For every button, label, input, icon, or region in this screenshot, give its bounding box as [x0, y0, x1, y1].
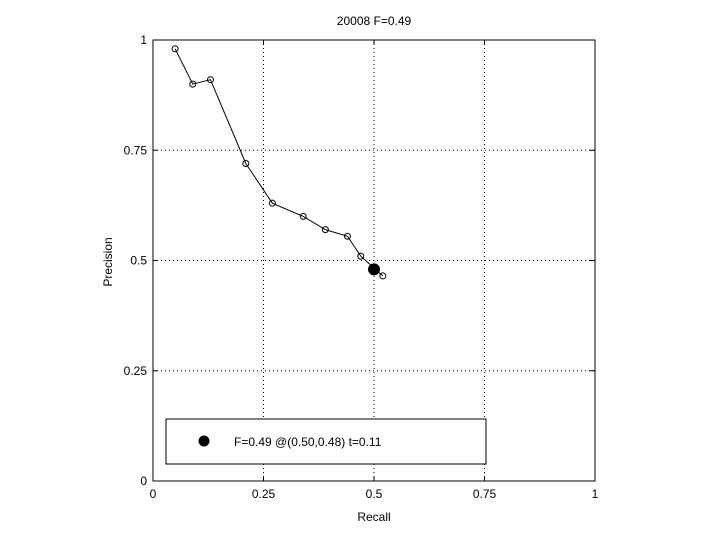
- grid: [153, 40, 595, 481]
- x-tick-label: 0.5: [366, 487, 383, 501]
- data-series: [171, 45, 387, 280]
- data-point: [357, 252, 365, 260]
- x-tick-label: 0: [150, 487, 157, 501]
- legend: F=0.49 @(0.50,0.48) t=0.11: [165, 418, 487, 465]
- data-point: [321, 226, 329, 234]
- ticks: 0 0.25 0.5 0.75 1 0 0.25 0.5 0.75 1: [124, 33, 599, 501]
- x-axis-label: Recall: [357, 510, 390, 524]
- y-tick-label: 0.25: [124, 364, 148, 378]
- data-point: [206, 76, 214, 84]
- x-tick-label: 0.75: [473, 487, 497, 501]
- data-point: [343, 232, 351, 240]
- legend-box: [165, 418, 487, 465]
- y-tick-label: 1: [140, 33, 147, 47]
- y-tick-label: 0.5: [130, 254, 147, 268]
- data-point: [189, 80, 197, 88]
- legend-label: F=0.49 @(0.50,0.48) t=0.11: [234, 435, 382, 449]
- series-line: [174, 48, 384, 277]
- data-point: [299, 212, 307, 220]
- y-tick-label: 0.75: [124, 143, 148, 157]
- data-point: [268, 199, 276, 207]
- data-point: [242, 159, 250, 167]
- data-point: [379, 272, 387, 280]
- y-tick-label: 0: [140, 474, 147, 488]
- chart-title: 20008 F=0.49: [337, 14, 412, 28]
- data-point: [171, 45, 179, 53]
- x-tick-label: 1: [592, 487, 599, 501]
- legend-marker: [198, 435, 210, 447]
- x-tick-label: 0.25: [252, 487, 276, 501]
- best-f-point: [368, 263, 380, 276]
- y-axis-label: Precision: [101, 237, 115, 286]
